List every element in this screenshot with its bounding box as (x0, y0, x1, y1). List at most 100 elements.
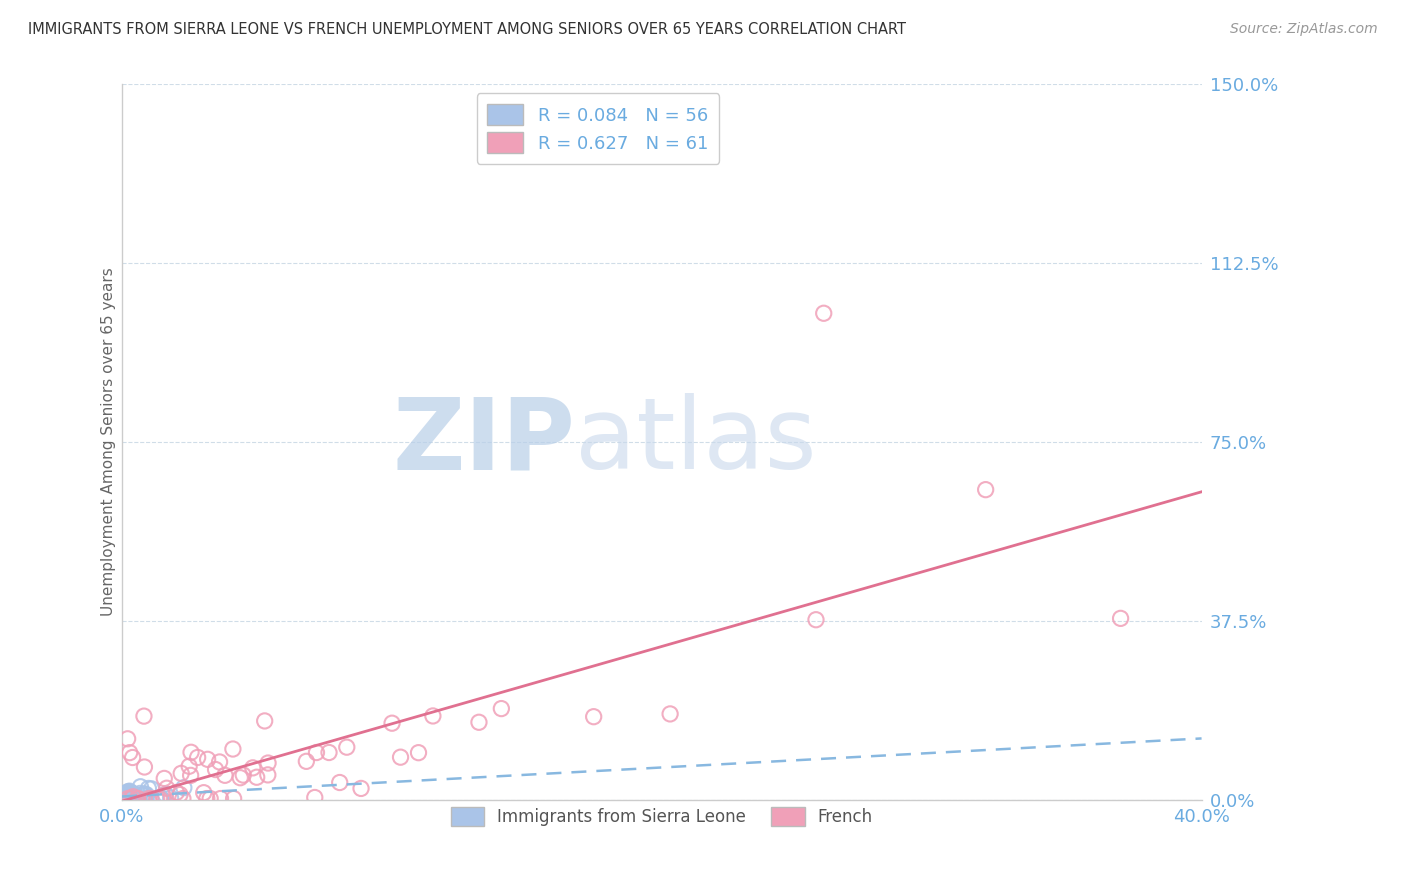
Point (122, 792, 145, 806)
Point (118, 746, 141, 760)
Point (408, 746, 430, 760)
Point (1109, 611, 1132, 625)
Point (187, 750, 209, 764)
Point (121, 787, 143, 801)
Point (129, 787, 152, 801)
Point (138, 791, 160, 805)
Point (112, 789, 135, 804)
Point (114, 789, 136, 803)
Point (135, 788, 157, 802)
Point (120, 790, 142, 805)
Point (170, 766, 193, 780)
Point (114, 790, 136, 805)
Point (149, 792, 172, 806)
Point (117, 731, 139, 746)
Point (118, 789, 141, 803)
Point (172, 791, 194, 805)
Point (229, 771, 252, 785)
Point (125, 792, 148, 806)
Point (117, 785, 139, 799)
Point (329, 775, 352, 789)
Point (155, 788, 177, 802)
Point (256, 768, 278, 782)
Point (120, 786, 142, 800)
Point (253, 714, 276, 728)
Point (132, 788, 155, 802)
Point (112, 791, 135, 805)
Point (195, 791, 218, 805)
Legend: Immigrants from Sierra Leone, French: Immigrants from Sierra Leone, French (443, 798, 882, 834)
Point (120, 787, 142, 801)
Point (389, 750, 412, 764)
Point (138, 781, 160, 796)
Point (813, 306, 835, 320)
Point (132, 709, 155, 723)
Point (112, 792, 135, 806)
Point (381, 716, 404, 731)
Point (129, 780, 152, 794)
Point (232, 768, 254, 782)
Point (134, 760, 156, 774)
Point (112, 790, 135, 805)
Point (198, 791, 221, 805)
Point (112, 790, 135, 805)
Point (209, 791, 232, 805)
Point (127, 792, 149, 806)
Point (121, 750, 143, 764)
Point (659, 706, 682, 721)
Point (169, 788, 191, 802)
Point (582, 709, 605, 723)
Point (222, 791, 245, 805)
Point (121, 790, 143, 805)
Point (153, 772, 176, 786)
Point (120, 786, 142, 800)
Point (804, 613, 827, 627)
Point (318, 746, 340, 760)
Point (193, 786, 215, 800)
Point (336, 740, 359, 755)
Point (115, 789, 138, 803)
Point (350, 781, 373, 796)
Point (117, 791, 139, 805)
Point (117, 790, 139, 805)
Point (974, 483, 997, 497)
Point (132, 788, 155, 802)
Point (148, 791, 170, 805)
Point (304, 790, 326, 805)
Point (128, 792, 150, 806)
Point (120, 791, 142, 805)
Point (165, 785, 187, 799)
Point (122, 790, 145, 805)
Point (491, 701, 513, 715)
Point (124, 788, 146, 802)
Point (295, 755, 318, 769)
Point (149, 790, 172, 805)
Point (135, 792, 157, 806)
Point (222, 742, 245, 756)
Point (139, 791, 162, 805)
Point (122, 790, 145, 805)
Point (246, 770, 269, 784)
Point (124, 791, 146, 805)
Text: IMMIGRANTS FROM SIERRA LEONE VS FRENCH UNEMPLOYMENT AMONG SENIORS OVER 65 YEARS : IMMIGRANTS FROM SIERRA LEONE VS FRENCH U… (28, 22, 905, 37)
Point (121, 789, 143, 803)
Point (204, 763, 226, 777)
Point (173, 780, 195, 795)
Point (156, 781, 179, 796)
Point (115, 791, 138, 805)
Point (145, 791, 167, 805)
Point (118, 786, 141, 800)
Point (152, 789, 174, 803)
Point (118, 785, 141, 799)
Point (159, 791, 181, 805)
Point (118, 788, 141, 802)
Point (122, 789, 145, 804)
Point (115, 791, 138, 805)
Point (125, 791, 148, 805)
Text: ZIP: ZIP (392, 393, 575, 491)
Point (122, 787, 145, 801)
Point (121, 789, 143, 804)
Point (208, 755, 231, 769)
Point (214, 768, 236, 782)
Point (134, 787, 156, 801)
